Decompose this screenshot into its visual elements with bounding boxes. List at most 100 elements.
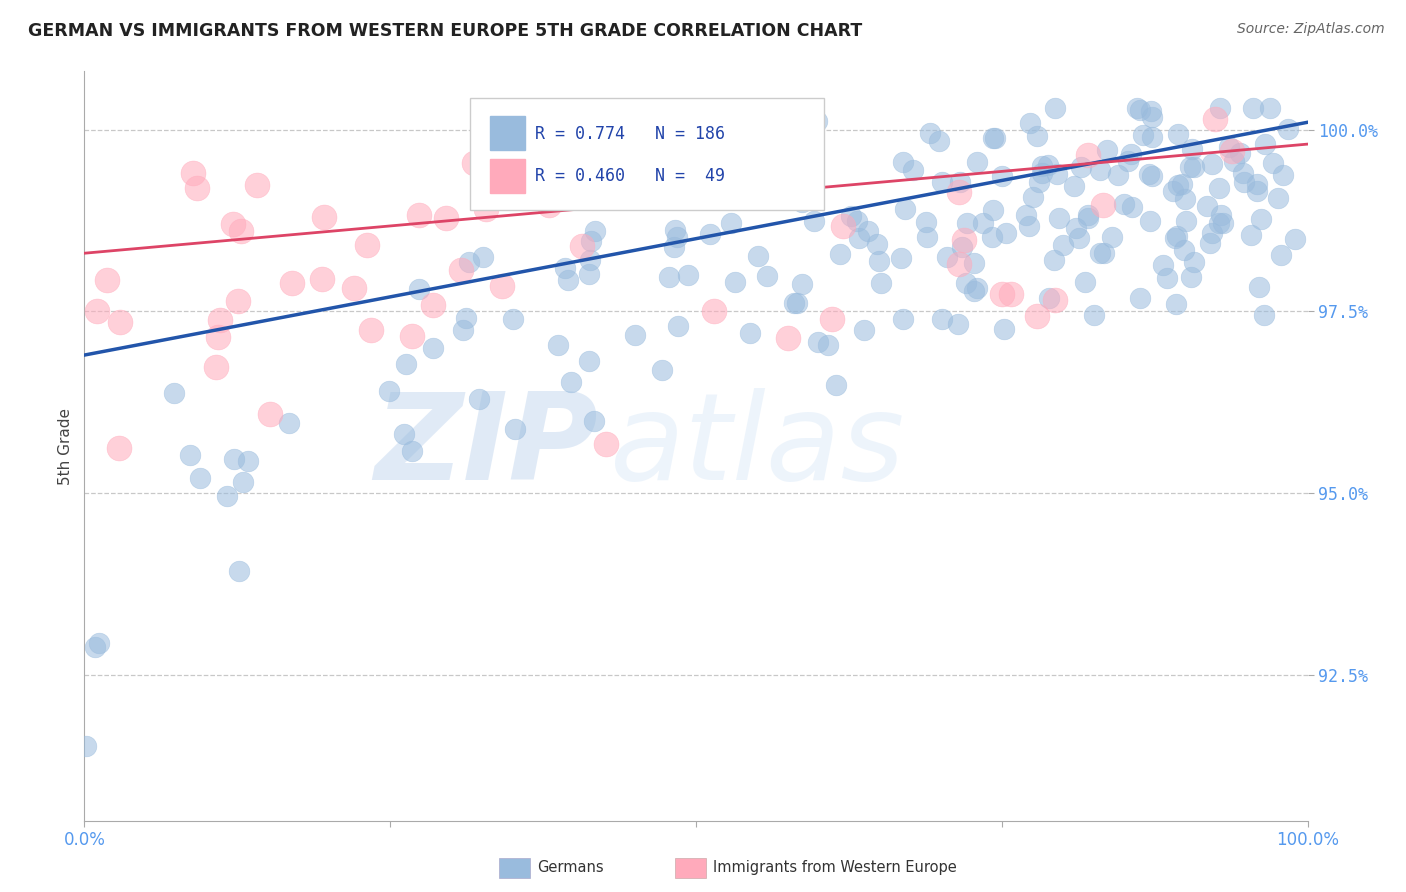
Point: [451, 323, 474, 337]
Point: [720, 216, 742, 230]
Point: [1208, 181, 1230, 195]
Point: [378, 384, 401, 398]
Point: [931, 311, 953, 326]
Point: [1129, 291, 1152, 305]
FancyBboxPatch shape: [491, 116, 524, 150]
Point: [1182, 254, 1205, 268]
Point: [579, 252, 602, 267]
Point: [803, 214, 825, 228]
Point: [1229, 145, 1251, 160]
Point: [901, 162, 924, 177]
Point: [1240, 227, 1263, 242]
Point: [83, 640, 105, 654]
Point: [1181, 142, 1204, 156]
Point: [181, 166, 204, 180]
Point: [278, 416, 301, 430]
Point: [1166, 229, 1188, 244]
Point: [356, 238, 378, 252]
Point: [87, 636, 110, 650]
Point: [571, 239, 593, 253]
Point: [1088, 246, 1111, 260]
Point: [538, 197, 561, 211]
Point: [936, 250, 959, 264]
Point: [236, 454, 259, 468]
Point: [524, 183, 547, 197]
Point: [1197, 199, 1219, 213]
Text: R = 0.774   N = 186: R = 0.774 N = 186: [534, 125, 724, 143]
Point: [582, 414, 605, 428]
Point: [848, 231, 870, 245]
Point: [86, 304, 108, 318]
Point: [991, 169, 1014, 183]
Point: [994, 226, 1017, 240]
Point: [662, 240, 685, 254]
Point: [457, 254, 479, 268]
Point: [217, 489, 239, 503]
Point: [782, 171, 804, 186]
Point: [1046, 167, 1069, 181]
Point: [179, 448, 201, 462]
Point: [343, 280, 366, 294]
Point: [1253, 309, 1275, 323]
Point: [1218, 140, 1240, 154]
Point: [395, 357, 418, 371]
Point: [1211, 208, 1233, 222]
Point: [1222, 145, 1244, 159]
Point: [491, 278, 513, 293]
Point: [972, 216, 994, 230]
Point: [1156, 270, 1178, 285]
Point: [962, 256, 984, 270]
Point: [790, 277, 813, 291]
Point: [666, 318, 689, 333]
Point: [776, 331, 799, 345]
Point: [1284, 232, 1306, 246]
Point: [595, 437, 617, 451]
Point: [1139, 213, 1161, 227]
Text: ZIP: ZIP: [374, 387, 598, 505]
Point: [948, 257, 970, 271]
Point: [434, 211, 457, 226]
Point: [583, 224, 606, 238]
Point: [949, 175, 972, 189]
Point: [1271, 168, 1294, 182]
Point: [852, 323, 875, 337]
Point: [554, 261, 576, 276]
Point: [790, 194, 813, 209]
Point: [1064, 221, 1087, 235]
Point: [1025, 310, 1047, 324]
Point: [475, 202, 498, 217]
Text: atlas: atlas: [610, 387, 905, 505]
Point: [931, 175, 953, 189]
Point: [578, 267, 600, 281]
Point: [664, 223, 686, 237]
Point: [1212, 215, 1234, 229]
Point: [801, 158, 824, 172]
Point: [1171, 177, 1194, 191]
Point: [966, 154, 988, 169]
Point: [1121, 200, 1143, 214]
Point: [948, 185, 970, 199]
Point: [651, 363, 673, 377]
Point: [1201, 156, 1223, 170]
Point: [832, 219, 855, 234]
Point: [1077, 211, 1099, 225]
Point: [1026, 129, 1049, 144]
Point: [658, 270, 681, 285]
Point: [503, 422, 526, 436]
Point: [1083, 308, 1105, 322]
Point: [991, 287, 1014, 301]
Point: [408, 208, 430, 222]
Point: [188, 470, 211, 484]
Point: [1015, 208, 1038, 222]
Point: [502, 311, 524, 326]
Point: [1052, 237, 1074, 252]
Point: [1132, 128, 1154, 143]
Text: GERMAN VS IMMIGRANTS FROM WESTERN EUROPE 5TH GRADE CORRELATION CHART: GERMAN VS IMMIGRANTS FROM WESTERN EUROPE…: [28, 22, 862, 40]
Point: [1246, 177, 1268, 191]
Point: [1161, 184, 1184, 198]
Point: [1067, 231, 1090, 245]
Point: [828, 247, 851, 261]
Point: [1112, 197, 1135, 211]
Point: [422, 298, 444, 312]
Point: [821, 311, 844, 326]
